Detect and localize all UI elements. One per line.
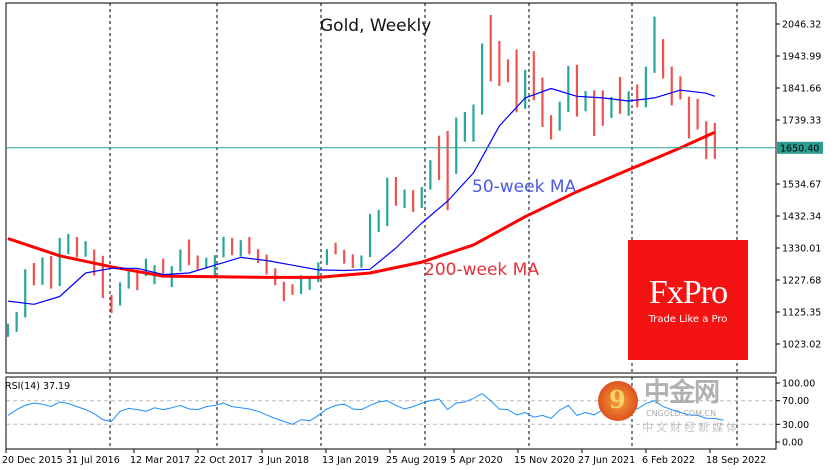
x-tick-label: 31 Jul 2016 xyxy=(66,455,120,466)
price-bars xyxy=(6,15,716,337)
ma200-series xyxy=(7,130,716,279)
y-tick-label: 1943.99 xyxy=(782,51,821,62)
fxpro-tagline: Trade Like a Pro xyxy=(648,314,728,325)
y-tick-label: 1023.02 xyxy=(782,339,821,350)
x-tick-label: 5 Apr 2020 xyxy=(450,455,503,466)
y-tick-label: 1739.33 xyxy=(782,115,821,126)
rsi-y-tick-label: 30.00 xyxy=(782,420,809,431)
rsi-panel: 100.00 70.00 30.00 0.00 xyxy=(6,379,815,449)
x-tick-label: 27 Jun 2021 xyxy=(578,455,635,466)
y-tick-label: 1330.01 xyxy=(782,243,821,254)
y-tick-label: 1432.34 xyxy=(782,211,821,222)
y-tick-label: 1534.67 xyxy=(782,179,821,190)
x-tick-label: 13 Jan 2019 xyxy=(322,455,379,466)
current-price-label: 1650.40 xyxy=(780,143,819,154)
ma50-label: 50-week MA xyxy=(472,177,577,197)
x-tick-label: 18 Sep 2022 xyxy=(706,455,766,466)
y-tick-label: 2046.32 xyxy=(782,20,821,31)
y-tick-label: 1841.66 xyxy=(782,83,821,94)
ma200-line xyxy=(7,130,716,279)
rsi-panel-frame xyxy=(5,376,777,450)
ma50-series xyxy=(7,87,716,305)
x-tick-label: 20 Dec 2015 xyxy=(2,455,63,466)
x-tick-label: 6 Feb 2022 xyxy=(642,455,695,466)
x-tick-label: 12 Mar 2017 xyxy=(130,455,190,466)
y-tick-label: 1125.35 xyxy=(782,307,821,318)
ma50-line xyxy=(7,87,716,305)
rsi-line xyxy=(7,392,724,425)
axes: 2046.32 1943.99 1841.66 1739.33 1534.67 1432.… xyxy=(2,2,823,466)
y-tick-label: 1227.68 xyxy=(782,275,821,286)
fxpro-logo: FxPro Trade Like a Pro xyxy=(628,240,748,360)
fxpro-brand: FxPro xyxy=(648,274,728,311)
x-tick-label: 15 Nov 2020 xyxy=(514,455,575,466)
ma200-label: 200-week MA xyxy=(424,260,539,280)
rsi-y-tick-label: 70.00 xyxy=(782,396,809,407)
grid xyxy=(5,3,738,449)
main-panel-frame xyxy=(5,2,777,374)
x-tick-label: 3 Jun 2018 xyxy=(258,455,309,466)
rsi-y-tick-label: 0.00 xyxy=(782,438,803,449)
x-tick-label: 25 Aug 2019 xyxy=(386,455,447,466)
current-price-box xyxy=(777,141,823,154)
rsi-y-tick-label: 100.00 xyxy=(782,379,815,390)
chart-title: Gold, Weekly xyxy=(320,16,431,36)
x-tick-label: 22 Oct 2017 xyxy=(194,455,253,466)
rsi-label: RSI(14) 37.19 xyxy=(5,381,70,392)
